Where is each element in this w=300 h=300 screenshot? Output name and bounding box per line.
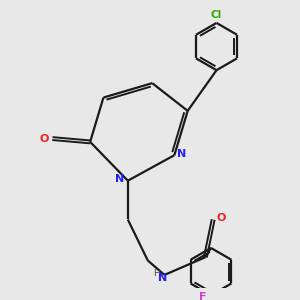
Text: F: F [199,292,207,300]
Text: N: N [158,273,167,283]
Text: H: H [153,269,160,278]
Text: N: N [177,149,186,159]
Text: O: O [40,134,49,144]
Text: N: N [115,174,124,184]
Text: Cl: Cl [211,10,222,20]
Text: O: O [217,213,226,223]
